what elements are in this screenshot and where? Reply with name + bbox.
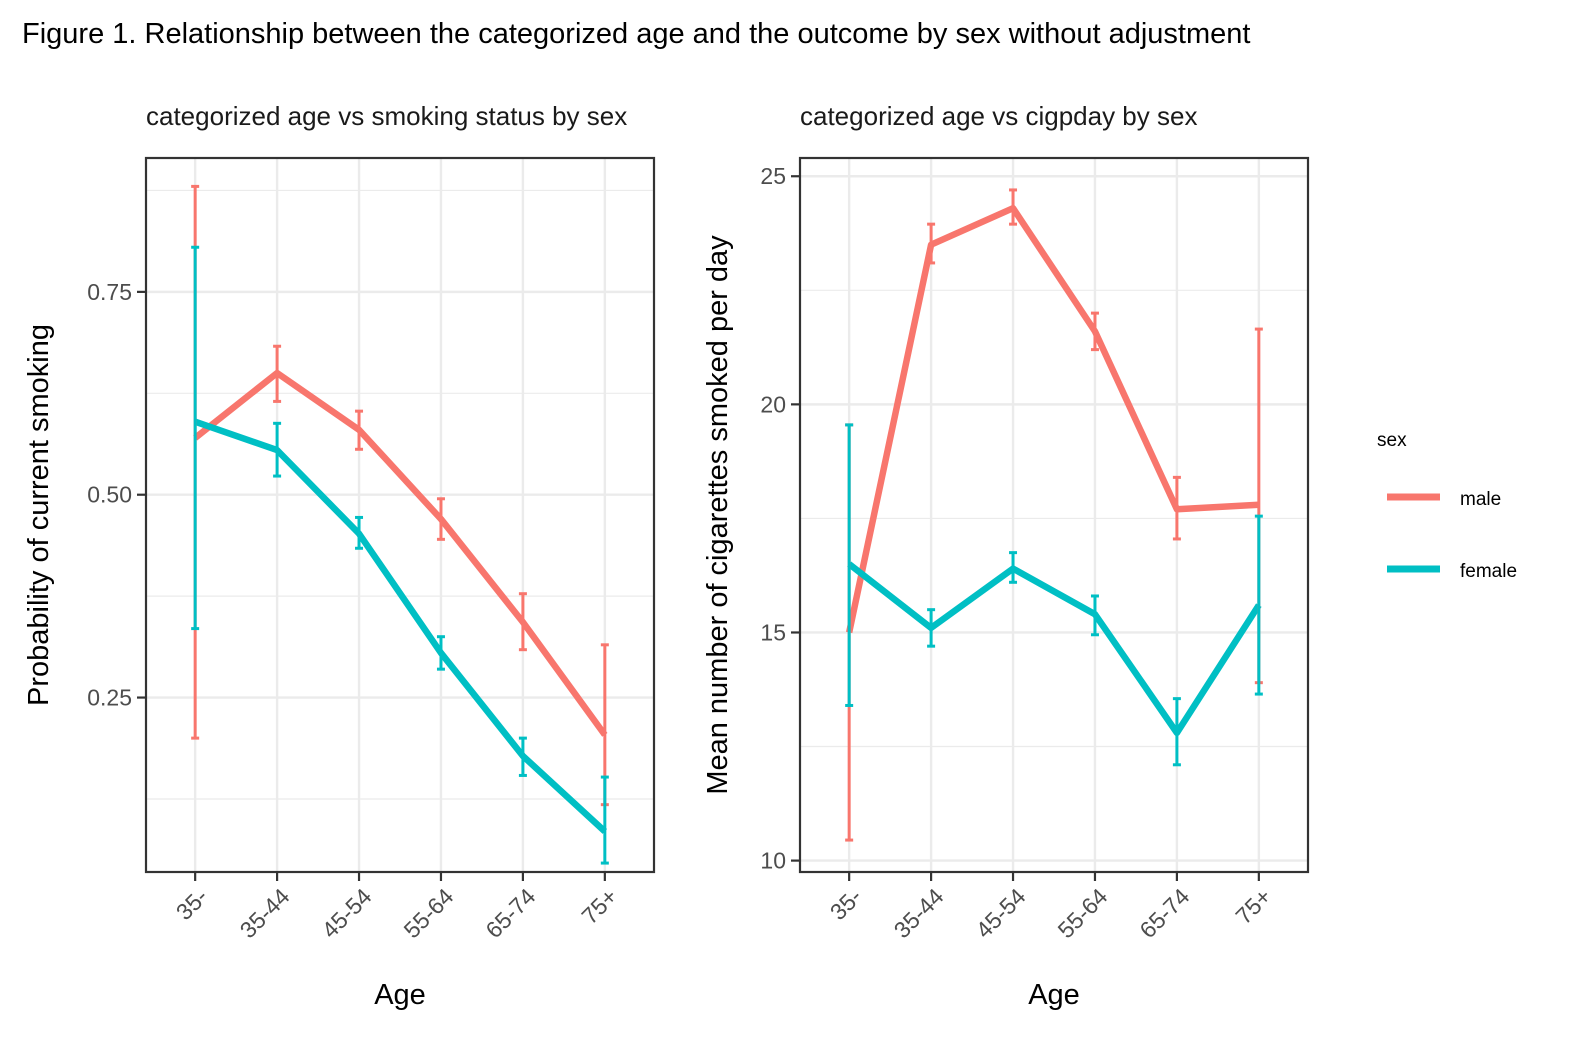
error-bar-male-65-74 (518, 592, 527, 652)
series-line-female (847, 561, 1262, 737)
plot-border (798, 156, 1310, 874)
error-bar-male-45-54 (355, 409, 364, 451)
x-tick-label: 35-44 (235, 883, 295, 943)
error-bar-female-65-74 (1172, 697, 1181, 767)
x-tick-label: 35- (171, 883, 213, 925)
plot-background (800, 158, 1308, 872)
error-bar-female-55-64 (1090, 594, 1099, 637)
y-axis-title: Mean number of cigarettes smoked per day (702, 235, 734, 795)
x-axis-title: Age (374, 979, 426, 1011)
error-bar-female-65-74 (518, 736, 527, 777)
error-bar-female-45-54 (355, 515, 364, 550)
y-tick-label: 0.75 (87, 279, 132, 305)
y-tick-label: 20 (760, 391, 786, 417)
panel-title: categorized age vs cigpday by sex (800, 101, 1197, 131)
x-tick-label: 65-74 (1134, 883, 1194, 943)
plot-background (146, 158, 654, 872)
x-tick-label: 75+ (576, 883, 622, 929)
legend-label-female: female (1460, 561, 1517, 582)
y-tick-label: 0.50 (87, 482, 132, 508)
series-line-male (845, 204, 1260, 634)
series-line-male (193, 369, 608, 737)
y-axis-title: Probability of current smoking (23, 324, 55, 706)
x-tick-label: 55-64 (399, 883, 459, 943)
y-tick-label: 15 (760, 619, 786, 645)
error-bar-male-35-44 (273, 344, 282, 403)
y-tick-label: 10 (760, 848, 786, 874)
plot-border (144, 156, 656, 874)
panel-title: categorized age vs smoking status by sex (146, 101, 627, 131)
error-bar-male-55-64 (436, 497, 445, 541)
x-tick-label: 65-74 (480, 883, 540, 943)
error-bar-male-65-74 (1172, 475, 1181, 541)
x-tick-label: 55-64 (1053, 883, 1113, 943)
error-bar-female-45-54 (1009, 551, 1018, 584)
error-bar-female-55-64 (436, 635, 445, 671)
legend-title: sex (1377, 430, 1407, 451)
figure-title: Figure 1. Relationship between the categ… (22, 18, 1251, 50)
series-line-female (194, 418, 608, 834)
panel-smoking-status: 0.25 0.50 0.75 35- 35-44 45-54 55-64 65-74 75+ ca… (23, 101, 656, 1011)
x-tick-label: 35-44 (889, 883, 949, 943)
error-bar-female-75 (1254, 514, 1263, 696)
y-tick-label: 25 (760, 163, 786, 189)
error-bar-female-35 (845, 423, 854, 707)
error-bar-female-35-44 (273, 421, 282, 478)
x-axis-title: Age (1028, 979, 1080, 1011)
error-bar-female-75 (600, 775, 609, 865)
legend: sex male female (1377, 430, 1517, 582)
x-tick-label: 75+ (1230, 883, 1276, 929)
x-tick-label: 45-54 (971, 883, 1031, 943)
x-tick-label: 35- (825, 883, 867, 925)
legend-label-male: male (1460, 489, 1501, 510)
panel-cigpday: 10 15 20 25 35- 35-44 45-54 55-64 65-74 75+ catego… (702, 101, 1310, 1011)
x-tick-label: 45-54 (317, 883, 377, 943)
error-bar-male-55-64 (1090, 311, 1099, 352)
y-tick-label: 0.25 (87, 685, 132, 711)
error-bar-female-35-44 (927, 608, 936, 648)
error-bar-male-45-54 (1009, 188, 1018, 226)
error-bar-female-35 (191, 245, 200, 631)
error-bar-male-35-44 (927, 222, 936, 265)
